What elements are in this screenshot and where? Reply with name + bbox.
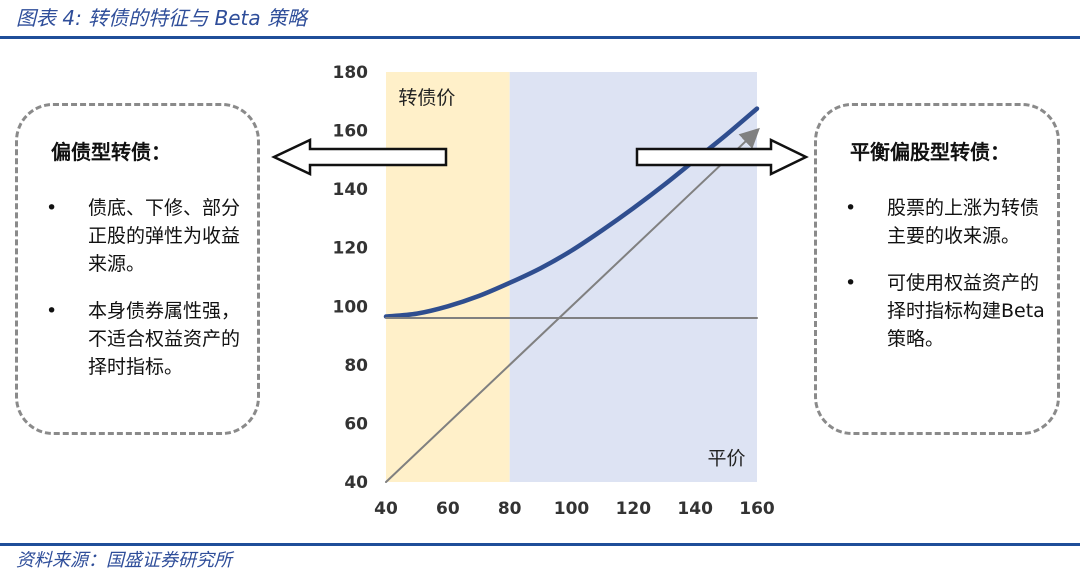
- y-tick-label: 160: [333, 122, 369, 142]
- x-tick-label: 140: [677, 499, 713, 519]
- x-tick-label: 100: [554, 499, 590, 519]
- right-callout-item: • 可使用权益资产的择时指标构建Beta策略。: [845, 269, 1045, 353]
- annotation-bond-price: 转债价: [398, 87, 455, 109]
- bullet-icon: •: [845, 272, 857, 294]
- left-callout-item-text: 本身债券属性强，不适合权益资产的择时指标。: [88, 300, 241, 378]
- figure-title: 图表 4: 转债的特征与 Beta 策略: [16, 6, 308, 30]
- right-callout-item-text: 股票的上涨为转债主要的收来源。: [887, 197, 1040, 247]
- equity-region: [509, 72, 757, 482]
- x-tick-label: 120: [616, 499, 652, 519]
- y-tick-label: 80: [344, 356, 368, 376]
- series-line-parity: [385, 127, 760, 483]
- y-tick-label: 180: [333, 63, 369, 83]
- y-tick-label: 60: [344, 414, 368, 434]
- left-callout-item-text: 债底、下修、部分正股的弹性为收益来源。: [88, 197, 241, 275]
- footer-rule: [0, 543, 1080, 546]
- left-callout-item: • 本身债券属性强，不适合权益资产的择时指标。: [46, 297, 246, 381]
- x-tick-label: 60: [436, 499, 460, 519]
- y-tick-label: 40: [344, 473, 368, 493]
- bullet-icon: •: [845, 197, 857, 219]
- left-callout: 偏债型转债： • 债底、下修、部分正股的弹性为收益来源。 • 本身债券属性强，不…: [15, 103, 260, 435]
- left-callout-list: • 债底、下修、部分正股的弹性为收益来源。 • 本身债券属性强，不适合权益资产的…: [46, 194, 246, 400]
- x-tick-label: 160: [739, 499, 775, 519]
- tick-layer: 40 60 80 100 120 140 160 180 40 60 80 100 120 140 160: [333, 63, 775, 519]
- y-tick-label: 100: [333, 297, 369, 317]
- header-rule: [0, 36, 1080, 39]
- source-note: 资料来源：国盛证券研究所: [16, 550, 232, 571]
- left-callout-item: • 债底、下修、部分正股的弹性为收益来源。: [46, 194, 246, 278]
- left-arrow-shape: [271, 138, 448, 176]
- right-callout-item: • 股票的上涨为转债主要的收来源。: [845, 194, 1045, 250]
- left-callout-title: 偏债型转债：: [51, 140, 171, 164]
- right-arrow-shape: [635, 138, 809, 176]
- right-callout-item-text: 可使用权益资产的择时指标构建Beta策略。: [887, 272, 1045, 350]
- y-tick-label: 120: [333, 239, 369, 259]
- right-callout-title: 平衡偏股型转债：: [850, 140, 1010, 164]
- right-callout-list: • 股票的上涨为转债主要的收来源。 • 可使用权益资产的择时指标构建Beta策略…: [845, 194, 1045, 372]
- region-layer: [386, 72, 757, 482]
- left-arrow: [271, 138, 448, 176]
- bond-region: [386, 72, 510, 482]
- right-callout: 平衡偏股型转债： • 股票的上涨为转债主要的收来源。 • 可使用权益资产的择时指…: [814, 103, 1060, 435]
- x-tick-label: 40: [374, 499, 398, 519]
- annotation-parity: 平价: [708, 447, 746, 469]
- y-tick-label: 140: [333, 180, 369, 200]
- bullet-icon: •: [46, 197, 58, 219]
- x-tick-label: 80: [498, 499, 522, 519]
- right-arrow: [635, 138, 809, 176]
- bullet-icon: •: [46, 300, 58, 322]
